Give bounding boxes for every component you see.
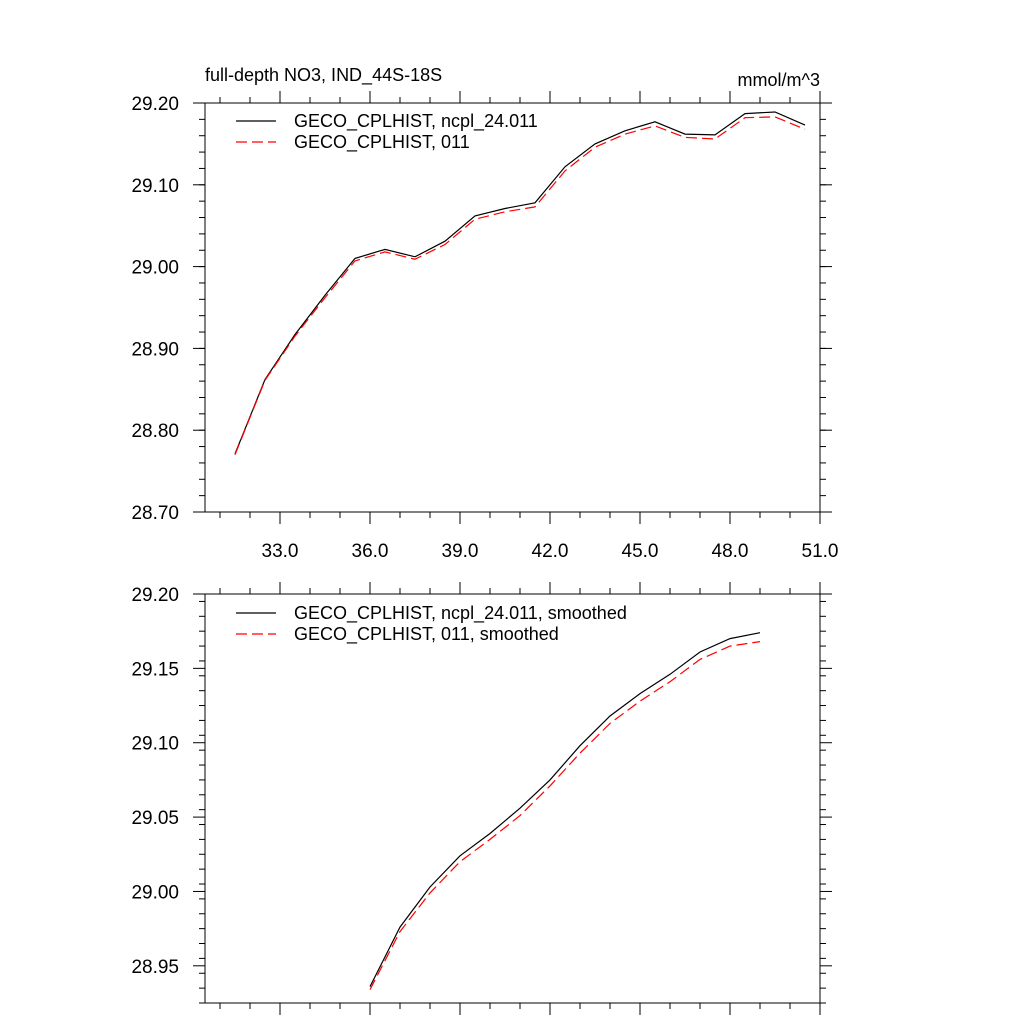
y-tick-label: 29.10 (131, 734, 179, 755)
y-tick-label: 29.05 (131, 808, 179, 829)
y-tick-label: 28.95 (131, 957, 179, 978)
legend-label-1: GECO_CPLHIST, 011 (294, 132, 470, 153)
legend-label-0: GECO_CPLHIST, ncpl_24.011 (294, 111, 538, 132)
x-tick-label: 36.0 (352, 541, 389, 562)
x-tick-label: 51.0 (802, 541, 839, 562)
plot-frame (204, 593, 821, 1004)
chart-top: 33.0 36.0 39.0 42.0 45.0 48.0 51.0 28.70 28.80 28… (131, 91, 838, 562)
units-label: mmol/m^3 (738, 70, 820, 90)
chart-title: full-depth NO3, IND_44S-18S (205, 65, 442, 86)
x-tick-label: 39.0 (442, 541, 479, 562)
y-tick-label: 29.15 (131, 659, 179, 680)
x-tick-label: 42.0 (532, 541, 569, 562)
chart-bottom: 28.95 29.00 29.05 29.10 29.15 29.20 GECO_CPLHI… (131, 582, 832, 1015)
x-tick-label: 45.0 (622, 541, 659, 562)
legend-label-1: GECO_CPLHIST, 011, smoothed (294, 624, 559, 645)
plot-frame (204, 102, 821, 513)
y-tick-label: 28.80 (131, 421, 179, 442)
series-line-1 (234, 116, 806, 455)
y-tick-label: 29.00 (131, 882, 179, 903)
series-line-1 (369, 641, 761, 990)
series-line-0 (234, 111, 806, 455)
y-tick-label: 28.90 (131, 339, 179, 360)
legend-label-0: GECO_CPLHIST, ncpl_24.011, smoothed (294, 603, 627, 624)
y-tick-label: 28.70 (131, 503, 179, 524)
y-tick-label: 29.20 (131, 94, 179, 115)
x-tick-label: 48.0 (712, 541, 749, 562)
series-line-0 (369, 632, 761, 987)
y-tick-label: 29.20 (131, 585, 179, 606)
y-tick-label: 29.00 (131, 258, 179, 279)
y-tick-label: 29.10 (131, 176, 179, 197)
x-tick-label: 33.0 (262, 541, 299, 562)
